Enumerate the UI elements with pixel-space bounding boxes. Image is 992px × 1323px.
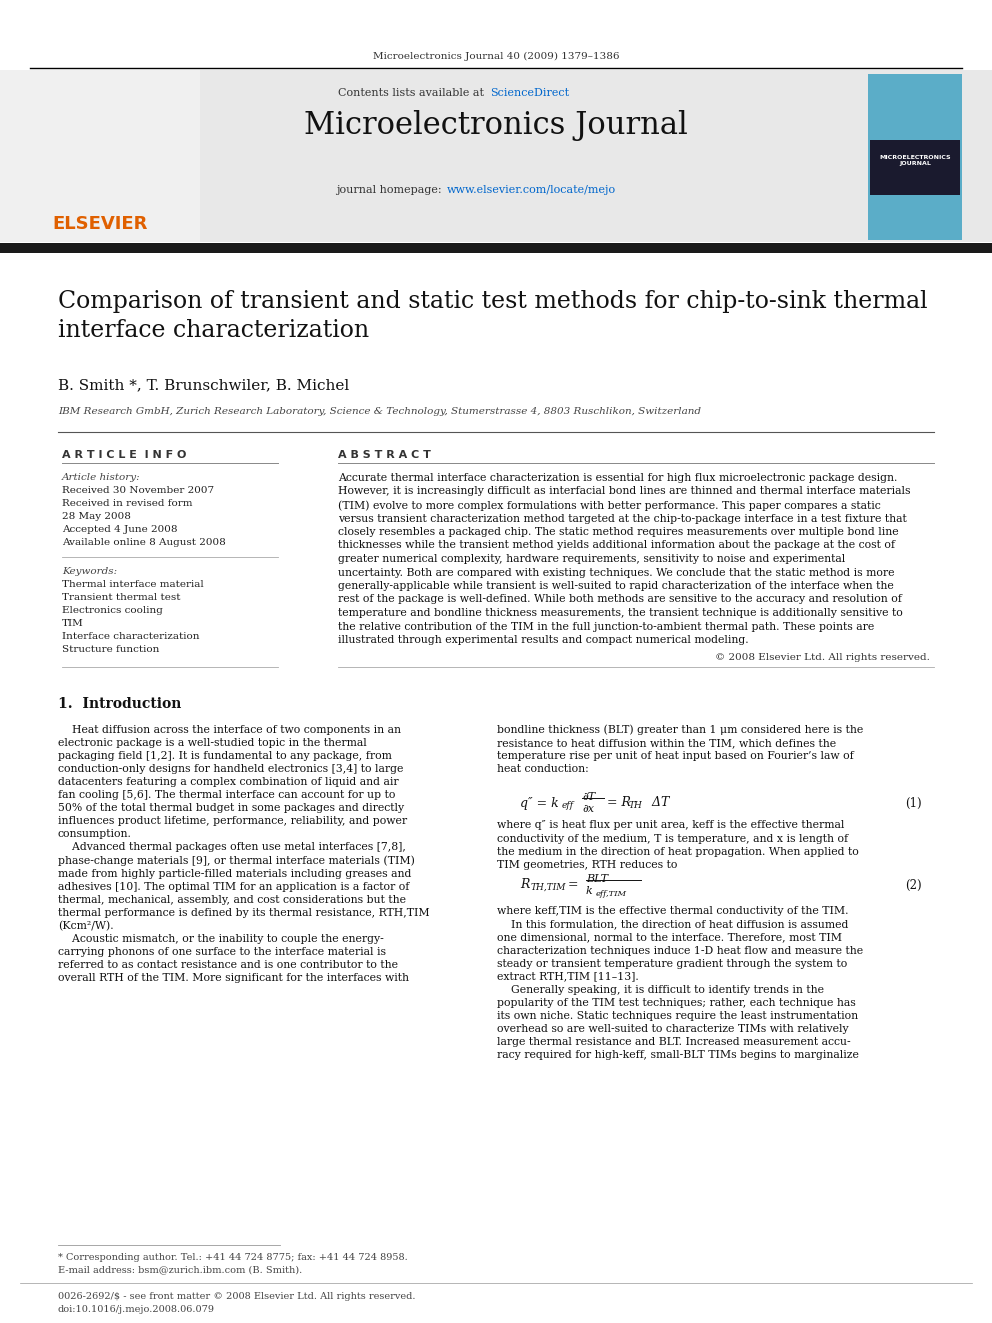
Text: eff,TIM: eff,TIM bbox=[596, 890, 627, 898]
Text: uncertainty. Both are compared with existing techniques. We conclude that the st: uncertainty. Both are compared with exis… bbox=[338, 568, 895, 578]
Text: ELSEVIER: ELSEVIER bbox=[53, 216, 148, 233]
Text: where q″ is heat flux per unit area, keff is the effective thermal
conductivity : where q″ is heat flux per unit area, kef… bbox=[497, 820, 859, 869]
Text: 0026-2692/$ - see front matter © 2008 Elsevier Ltd. All rights reserved.: 0026-2692/$ - see front matter © 2008 El… bbox=[58, 1293, 416, 1301]
Text: 28 May 2008: 28 May 2008 bbox=[62, 512, 131, 521]
Text: Comparison of transient and static test methods for chip-to-sink thermal
interfa: Comparison of transient and static test … bbox=[58, 290, 928, 343]
Bar bbox=[868, 74, 962, 239]
Text: eff: eff bbox=[562, 800, 574, 810]
Text: Interface characterization: Interface characterization bbox=[62, 632, 199, 642]
Text: =: = bbox=[564, 878, 578, 892]
Text: closely resembles a packaged chip. The static method requires measurements over : closely resembles a packaged chip. The s… bbox=[338, 527, 899, 537]
Text: 1.  Introduction: 1. Introduction bbox=[58, 696, 182, 710]
Text: Microelectronics Journal 40 (2009) 1379–1386: Microelectronics Journal 40 (2009) 1379–… bbox=[373, 52, 619, 61]
Text: Received in revised form: Received in revised form bbox=[62, 499, 192, 508]
Text: MICROELECTRONICS
JOURNAL: MICROELECTRONICS JOURNAL bbox=[879, 155, 950, 167]
Bar bbox=[0, 70, 200, 242]
Text: IBM Research GmbH, Zurich Research Laboratory, Science & Technology, Stumerstras: IBM Research GmbH, Zurich Research Labor… bbox=[58, 407, 701, 415]
Text: temperature and bondline thickness measurements, the transient technique is addi: temperature and bondline thickness measu… bbox=[338, 609, 903, 618]
Text: BLT: BLT bbox=[586, 875, 608, 885]
Text: Structure function: Structure function bbox=[62, 646, 160, 654]
Text: Contents lists available at: Contents lists available at bbox=[338, 89, 488, 98]
Text: ScienceDirect: ScienceDirect bbox=[490, 89, 569, 98]
Text: where keff,TIM is the effective thermal conductivity of the TIM.
    In this for: where keff,TIM is the effective thermal … bbox=[497, 906, 863, 1060]
Text: illustrated through experimental results and compact numerical modeling.: illustrated through experimental results… bbox=[338, 635, 749, 646]
Text: bondline thickness (BLT) greater than 1 μm considered here is the
resistance to : bondline thickness (BLT) greater than 1 … bbox=[497, 725, 863, 774]
Text: Thermal interface material: Thermal interface material bbox=[62, 579, 203, 589]
Text: Microelectronics Journal: Microelectronics Journal bbox=[305, 110, 687, 142]
Text: (1): (1) bbox=[905, 796, 922, 810]
Text: thicknesses while the transient method yields additional information about the p: thicknesses while the transient method y… bbox=[338, 541, 895, 550]
Text: TIM: TIM bbox=[62, 619, 83, 628]
Text: the relative contribution of the TIM in the full junction-to-ambient thermal pat: the relative contribution of the TIM in … bbox=[338, 622, 874, 631]
Text: = R: = R bbox=[607, 796, 631, 810]
Text: (2): (2) bbox=[905, 878, 922, 892]
Bar bbox=[0, 70, 992, 242]
Bar bbox=[870, 140, 960, 194]
Text: Electronics cooling: Electronics cooling bbox=[62, 606, 163, 615]
Text: TH,TIM: TH,TIM bbox=[531, 882, 566, 892]
Text: generally-applicable while transient is well-suited to rapid characterization of: generally-applicable while transient is … bbox=[338, 581, 894, 591]
Text: Accepted 4 June 2008: Accepted 4 June 2008 bbox=[62, 525, 178, 534]
Text: rest of the package is well-defined. While both methods are sensitive to the acc: rest of the package is well-defined. Whi… bbox=[338, 594, 902, 605]
Text: doi:10.1016/j.mejo.2008.06.079: doi:10.1016/j.mejo.2008.06.079 bbox=[58, 1304, 215, 1314]
Text: Available online 8 August 2008: Available online 8 August 2008 bbox=[62, 538, 226, 546]
Text: ∂T: ∂T bbox=[582, 792, 595, 803]
Text: * Corresponding author. Tel.: +41 44 724 8775; fax: +41 44 724 8958.: * Corresponding author. Tel.: +41 44 724… bbox=[58, 1253, 408, 1262]
Text: A B S T R A C T: A B S T R A C T bbox=[338, 450, 431, 460]
Text: ΔT: ΔT bbox=[648, 796, 670, 810]
Text: q″ = k: q″ = k bbox=[520, 796, 558, 810]
Text: R: R bbox=[520, 878, 530, 892]
Text: versus transient characterization method targeted at the chip-to-package interfa: versus transient characterization method… bbox=[338, 513, 907, 524]
Text: Transient thermal test: Transient thermal test bbox=[62, 593, 181, 602]
Text: B. Smith *, T. Brunschwiler, B. Michel: B. Smith *, T. Brunschwiler, B. Michel bbox=[58, 378, 349, 392]
Text: (TIM) evolve to more complex formulations with better performance. This paper co: (TIM) evolve to more complex formulation… bbox=[338, 500, 881, 511]
Text: ∂x: ∂x bbox=[582, 804, 594, 815]
Text: Received 30 November 2007: Received 30 November 2007 bbox=[62, 486, 214, 495]
Text: Article history:: Article history: bbox=[62, 474, 141, 482]
Text: Heat diffusion across the interface of two components in an
electronic package i: Heat diffusion across the interface of t… bbox=[58, 725, 430, 983]
Text: E-mail address: bsm@zurich.ibm.com (B. Smith).: E-mail address: bsm@zurich.ibm.com (B. S… bbox=[58, 1265, 303, 1274]
Text: Keywords:: Keywords: bbox=[62, 568, 117, 576]
Text: However, it is increasingly difficult as interfacial bond lines are thinned and : However, it is increasingly difficult as… bbox=[338, 487, 911, 496]
Text: © 2008 Elsevier Ltd. All rights reserved.: © 2008 Elsevier Ltd. All rights reserved… bbox=[715, 654, 930, 663]
Text: k: k bbox=[586, 886, 593, 897]
Text: journal homepage:: journal homepage: bbox=[336, 185, 445, 194]
Text: A R T I C L E  I N F O: A R T I C L E I N F O bbox=[62, 450, 186, 460]
Text: greater numerical complexity, hardware requirements, sensitivity to noise and ex: greater numerical complexity, hardware r… bbox=[338, 554, 845, 564]
Text: TH: TH bbox=[629, 800, 643, 810]
Bar bbox=[0, 243, 992, 253]
Text: Accurate thermal interface characterization is essential for high flux microelec: Accurate thermal interface characterizat… bbox=[338, 474, 898, 483]
Text: www.elsevier.com/locate/mejo: www.elsevier.com/locate/mejo bbox=[447, 185, 616, 194]
